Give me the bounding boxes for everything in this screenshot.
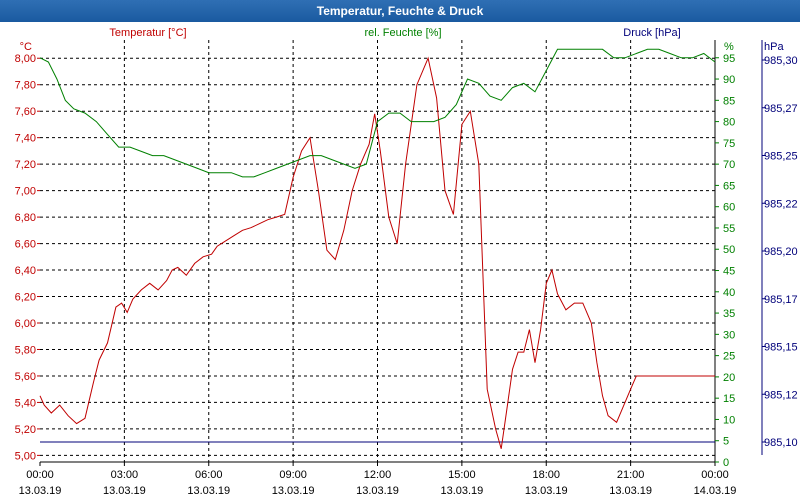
x-tick-time: 15:00	[448, 469, 476, 481]
humidity-tick-label: 0	[723, 457, 729, 469]
pressure-tick-label: 985,20	[764, 246, 798, 258]
humidity-tick-label: 30	[723, 329, 735, 341]
humidity-tick-label: 20	[723, 372, 735, 384]
x-tick-time: 06:00	[195, 469, 223, 481]
x-tick-date: 14.03.19	[694, 485, 737, 497]
humidity-tick-label: 40	[723, 287, 735, 299]
pressure-tick-label: 985,30	[764, 55, 798, 67]
x-tick-date: 13.03.19	[440, 485, 483, 497]
temperature-tick-label: 6,20	[15, 292, 36, 304]
humidity-tick-label: 70	[723, 159, 735, 171]
chart: 5,00 5,20 5,40 5,60 5,80 6,00 6,20 6,40 6,60 6,80…	[15, 27, 798, 497]
temperature-tick-label: 5,40	[15, 397, 36, 409]
x-tick-date: 13.03.19	[19, 485, 62, 497]
x-tick-date: 13.03.19	[103, 485, 146, 497]
temperature-tick-label: 6,80	[15, 212, 36, 224]
temperature-tick-label: 7,80	[15, 80, 36, 92]
pressure-tick-label: 985,12	[764, 389, 798, 401]
humidity-tick-label: 45	[723, 266, 735, 278]
temperature-tick-label: 5,20	[15, 424, 36, 436]
pressure-tick-label: 985,17	[764, 294, 798, 306]
temperature-tick-label: 6,00	[15, 318, 36, 330]
temperature-tick-label: 7,40	[15, 133, 36, 145]
pressure-unit: hPa	[764, 41, 784, 53]
temperature-series-line	[39, 56, 715, 449]
temperature-tick-label: 5,80	[15, 344, 36, 356]
pressure-tick-label: 985,27	[764, 103, 798, 115]
x-tick-time: 09:00	[279, 469, 307, 481]
humidity-tick-label: 75	[723, 138, 735, 150]
legend-humidity: rel. Feuchte [%]	[364, 27, 441, 39]
humidity-tick-label: 85	[723, 95, 735, 107]
humidity-unit: %	[724, 41, 734, 53]
x-tick-time: 12:00	[364, 469, 392, 481]
humidity-tick-label: 55	[723, 223, 735, 235]
humidity-tick-label: 5	[723, 436, 729, 448]
x-tick-time: 03:00	[111, 469, 139, 481]
humidity-series-line	[39, 48, 716, 178]
temperature-unit: °C	[20, 41, 32, 53]
temperature-tick-label: 6,60	[15, 239, 36, 251]
humidity-tick-label: 10	[723, 414, 735, 426]
pressure-tick-label: 985,22	[764, 198, 798, 210]
window-title: Temperatur, Feuchte & Druck	[0, 0, 800, 22]
temperature-tick-label: 7,20	[15, 159, 36, 171]
humidity-tick-label: 15	[723, 393, 735, 405]
humidity-tick-label: 80	[723, 117, 735, 129]
x-tick-date: 13.03.19	[272, 485, 315, 497]
x-tick-date: 13.03.19	[356, 485, 399, 497]
humidity-tick-label: 60	[723, 202, 735, 214]
humidity-tick-label: 50	[723, 244, 735, 256]
x-tick-time: 00:00	[26, 469, 54, 481]
x-tick-date: 13.03.19	[187, 485, 230, 497]
humidity-tick-label: 90	[723, 74, 735, 86]
humidity-tick-label: 25	[723, 351, 735, 363]
humidity-tick-label: 65	[723, 180, 735, 192]
humidity-tick-label: 95	[723, 53, 735, 65]
x-tick-time: 18:00	[532, 469, 560, 481]
pressure-tick-label: 985,25	[764, 151, 798, 163]
temperature-tick-label: 7,00	[15, 186, 36, 198]
temperature-tick-label: 5,60	[15, 371, 36, 383]
temperature-tick-label: 8,00	[15, 53, 36, 65]
x-tick-time: 00:00	[701, 469, 729, 481]
pressure-tick-label: 985,10	[764, 437, 798, 449]
temperature-tick-label: 7,60	[15, 106, 36, 118]
x-tick-date: 13.03.19	[609, 485, 652, 497]
temperature-tick-label: 6,40	[15, 265, 36, 277]
legend-temperature: Temperatur [°C]	[109, 27, 186, 39]
humidity-tick-label: 35	[723, 308, 735, 320]
legend-pressure: Druck [hPa]	[623, 27, 680, 39]
temperature-tick-label: 5,00	[15, 450, 36, 462]
x-tick-time: 21:00	[617, 469, 645, 481]
pressure-tick-label: 985,15	[764, 342, 798, 354]
x-tick-date: 13.03.19	[525, 485, 568, 497]
